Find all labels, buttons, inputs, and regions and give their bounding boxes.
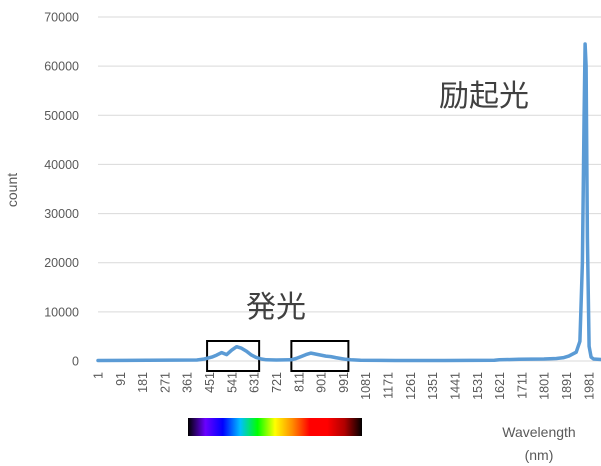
y-tick-label: 0 bbox=[72, 355, 79, 369]
y-tick-label: 40000 bbox=[44, 158, 79, 172]
visible-spectrum-bar bbox=[188, 418, 362, 436]
y-tick-label: 50000 bbox=[44, 109, 79, 123]
x-tick-label: 1711 bbox=[515, 372, 529, 399]
y-tick-label: 20000 bbox=[44, 256, 79, 270]
annotation-emission: 発光 bbox=[246, 290, 306, 325]
x-tick-label: 721 bbox=[270, 372, 284, 393]
x-tick-label: 451 bbox=[203, 372, 217, 393]
x-axis-title-line2: (nm) bbox=[525, 447, 554, 463]
y-axis-title: count bbox=[4, 173, 20, 207]
x-tick-label: 1351 bbox=[426, 372, 440, 400]
x-tick-label: 811 bbox=[292, 372, 306, 392]
y-tick-label: 30000 bbox=[44, 207, 79, 221]
x-tick-label: 901 bbox=[315, 372, 329, 393]
x-tick-label: 1891 bbox=[560, 372, 574, 400]
annotation-excitation: 励起光 bbox=[439, 79, 529, 114]
x-axis-title-line1: Wavelength bbox=[502, 424, 575, 440]
gridlines bbox=[98, 16, 601, 362]
x-tick-label: 1441 bbox=[448, 372, 462, 400]
x-tick-label: 1801 bbox=[538, 372, 552, 400]
x-tick-label: 361 bbox=[181, 372, 195, 393]
x-tick-label: 1621 bbox=[493, 372, 507, 400]
x-tick-label: 1081 bbox=[359, 372, 373, 400]
x-tick-label: 91 bbox=[114, 372, 128, 386]
y-tick-label: 70000 bbox=[44, 11, 79, 25]
x-axis-ticks: 1 91 181 271 361 451 541 631 721 811 901 991 1081 117… bbox=[92, 372, 597, 400]
x-tick-label: 991 bbox=[337, 372, 351, 393]
series-line bbox=[96, 42, 601, 363]
x-tick-label: 181 bbox=[136, 372, 150, 393]
highlight-box bbox=[206, 340, 261, 372]
x-tick-label: 1981 bbox=[582, 372, 596, 400]
y-tick-label: 60000 bbox=[44, 60, 79, 74]
x-tick-label: 1261 bbox=[404, 372, 418, 400]
x-tick-label: 271 bbox=[158, 372, 172, 393]
y-tick-label: 10000 bbox=[44, 305, 79, 319]
x-tick-label: 1531 bbox=[471, 372, 485, 400]
x-tick-label: 1 bbox=[92, 372, 106, 379]
highlight-boxes bbox=[206, 340, 350, 372]
x-tick-label: 1171 bbox=[382, 372, 396, 399]
x-tick-label: 631 bbox=[248, 372, 262, 393]
x-tick-label: 541 bbox=[225, 372, 239, 393]
y-axis-ticks: 0 10000 20000 30000 40000 50000 60000 70000 bbox=[44, 11, 79, 369]
series-group bbox=[96, 42, 601, 363]
highlight-box bbox=[290, 340, 350, 372]
